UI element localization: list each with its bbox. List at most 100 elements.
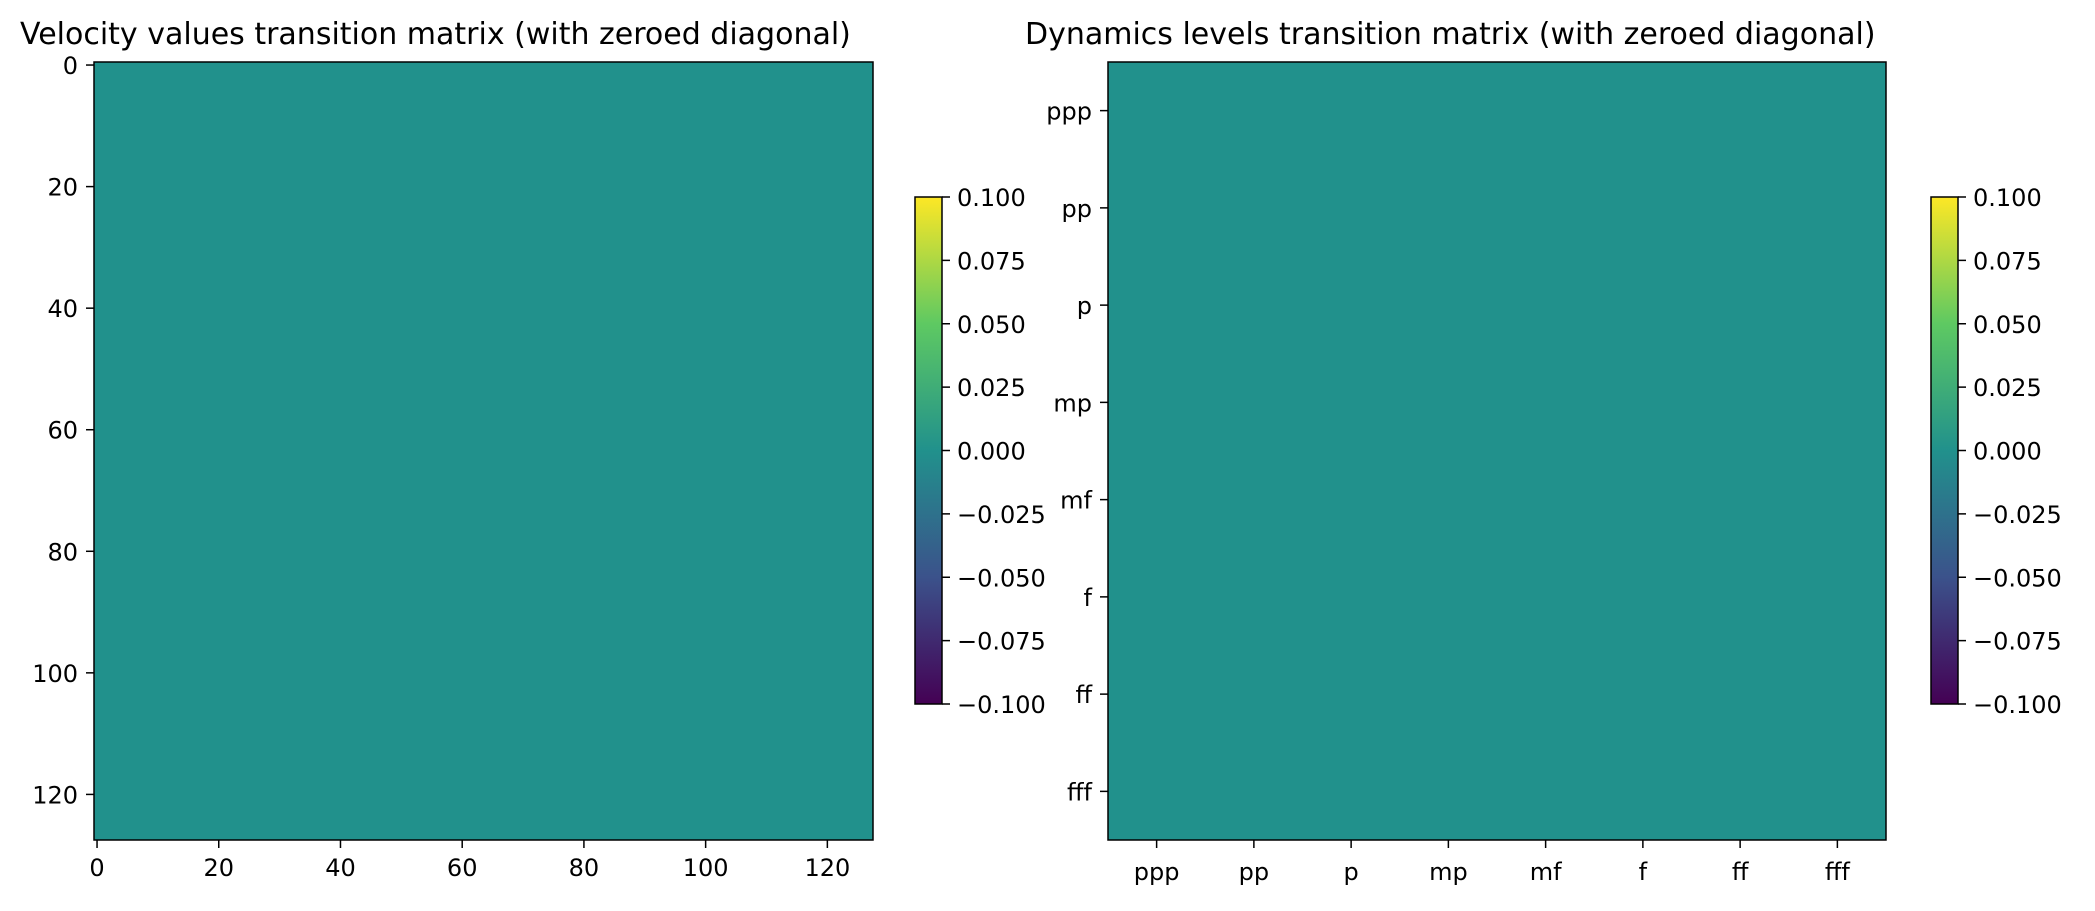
heatmap-cell <box>422 226 430 233</box>
heatmap-cell <box>842 68 850 75</box>
heatmap-cell <box>568 226 576 233</box>
heatmap-cell <box>282 213 290 221</box>
heatmap-cell <box>854 122 862 130</box>
heatmap-cell <box>148 274 156 282</box>
heatmap-cell <box>276 116 284 124</box>
heatmap-cell <box>252 116 259 124</box>
heatmap-cell <box>386 177 393 185</box>
heatmap-cell <box>489 165 497 173</box>
heatmap-cell <box>410 110 418 118</box>
heatmap-cell <box>319 147 326 154</box>
heatmap-cell <box>380 274 387 282</box>
heatmap-cell <box>331 292 339 300</box>
heatmap-cell <box>866 147 874 154</box>
heatmap-cell <box>769 122 777 130</box>
heatmap-cell <box>556 292 564 300</box>
heatmap-cell <box>550 201 558 209</box>
heatmap-cell <box>653 207 661 215</box>
heatmap-cell <box>550 189 558 197</box>
heatmap-cell <box>550 262 558 270</box>
heatmap-cell <box>836 268 844 276</box>
heatmap-cell <box>495 268 503 276</box>
heatmap-cell <box>848 80 856 87</box>
heatmap-cell <box>179 122 186 130</box>
heatmap-cell <box>842 286 850 294</box>
heatmap-cell <box>684 250 692 258</box>
heatmap-cell <box>118 232 126 239</box>
heatmap-cell <box>708 86 716 93</box>
heatmap-cell <box>185 220 192 227</box>
heatmap-cell <box>641 232 649 239</box>
heatmap-cell <box>818 80 825 87</box>
heatmap-cell <box>367 104 375 112</box>
heatmap-cell <box>532 80 539 87</box>
heatmap-cell <box>112 159 119 166</box>
heatmap-cell <box>142 292 150 300</box>
heatmap-cell <box>866 122 874 130</box>
heatmap-cell <box>830 292 838 300</box>
heatmap-cell <box>526 141 533 148</box>
heatmap-cell <box>520 256 527 264</box>
heatmap-cell <box>416 104 424 112</box>
heatmap-cell <box>471 183 479 191</box>
heatmap-cell <box>209 238 217 245</box>
heatmap-cell <box>836 116 844 124</box>
heatmap-cell <box>653 220 661 227</box>
heatmap-cell <box>501 98 509 106</box>
heatmap-cell <box>714 183 722 191</box>
heatmap-cell <box>142 189 150 197</box>
heatmap-cell <box>313 183 320 191</box>
heatmap-cell <box>501 141 509 148</box>
heatmap-cell <box>501 256 509 264</box>
heatmap-cell <box>513 207 521 215</box>
heatmap-cell <box>769 220 777 227</box>
heatmap-cell <box>483 274 491 282</box>
heatmap-cell <box>702 177 710 185</box>
heatmap-cell <box>179 86 186 93</box>
heatmap-cell <box>501 280 509 288</box>
heatmap-cell <box>398 141 405 148</box>
heatmap-cell <box>355 189 363 197</box>
heatmap-cell <box>386 183 393 191</box>
heatmap-cell <box>611 92 618 100</box>
heatmap-cell <box>240 183 247 191</box>
heatmap-cell <box>459 195 466 203</box>
heatmap-cell <box>556 177 564 185</box>
heatmap-cell <box>714 232 722 239</box>
heatmap-cell <box>276 207 284 215</box>
heatmap-cell <box>282 110 290 118</box>
heatmap-cell <box>623 165 631 173</box>
heatmap-cell <box>118 250 126 258</box>
heatmap-cell <box>209 232 217 239</box>
heatmap-cell <box>775 177 783 185</box>
heatmap-cell <box>240 104 247 112</box>
heatmap-cell <box>666 153 673 160</box>
heatmap-cell <box>240 268 247 276</box>
heatmap-cell <box>763 62 771 69</box>
heatmap-cell <box>866 232 874 239</box>
heatmap-cell <box>227 62 235 69</box>
heatmap-cell <box>477 201 485 209</box>
heatmap-cell <box>605 256 612 264</box>
heatmap-cell <box>556 226 564 233</box>
heatmap-cell <box>538 165 545 173</box>
heatmap-cell <box>392 104 399 112</box>
heatmap-cell <box>507 201 515 209</box>
heatmap-cell <box>252 286 259 294</box>
heatmap-cell <box>349 232 357 239</box>
heatmap-cell <box>733 177 740 185</box>
heatmap-cell <box>282 141 290 148</box>
heatmap-cell <box>836 141 844 148</box>
heatmap-cell <box>757 232 765 239</box>
heatmap-cell <box>209 183 217 191</box>
heatmap-cell <box>191 232 199 239</box>
heatmap-cell <box>501 153 509 160</box>
heatmap-cell <box>373 110 381 118</box>
heatmap-cell <box>733 213 740 221</box>
heatmap-cell <box>392 286 399 294</box>
heatmap-cell <box>501 134 509 142</box>
heatmap-cell <box>538 189 545 197</box>
heatmap-cell <box>337 189 345 197</box>
heatmap-cell <box>404 128 412 136</box>
